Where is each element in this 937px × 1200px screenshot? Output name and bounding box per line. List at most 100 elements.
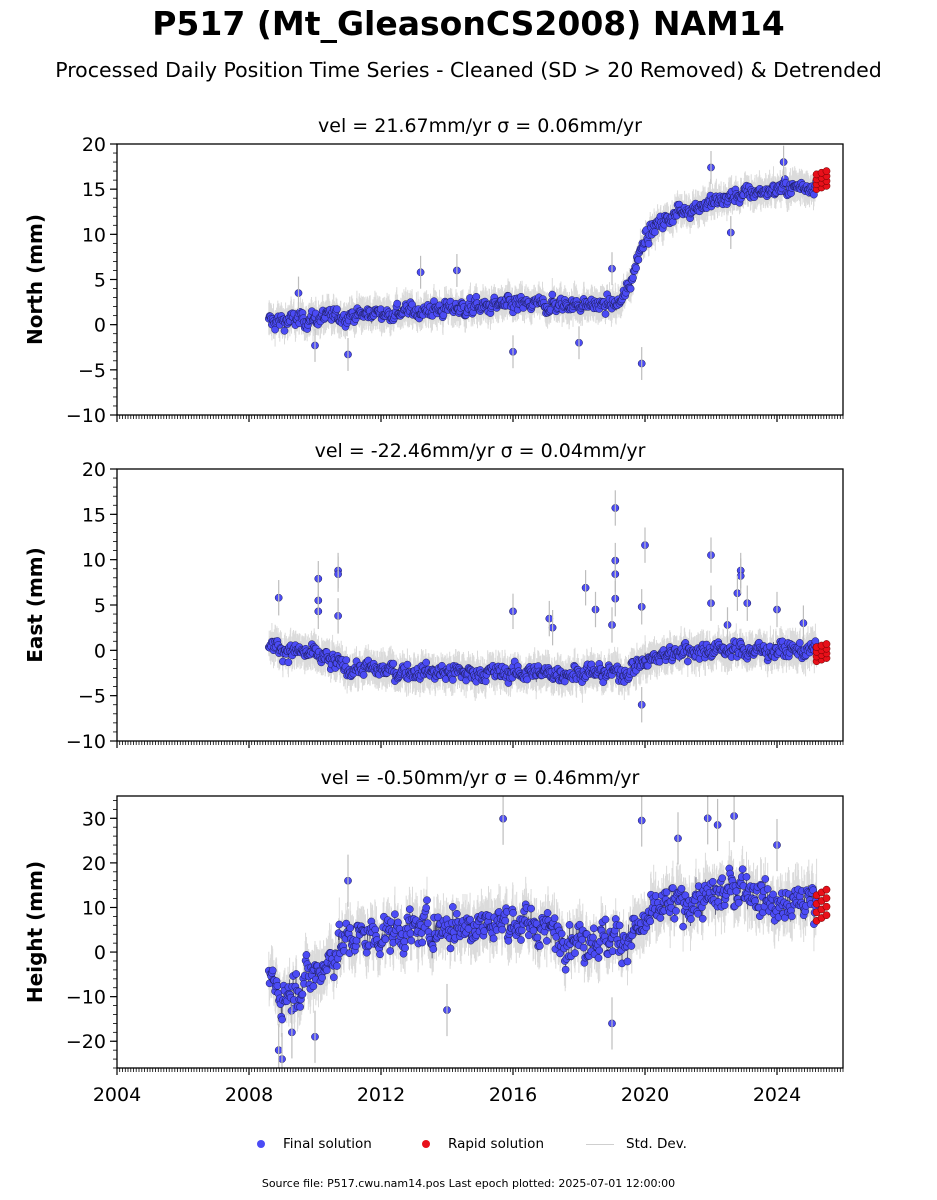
final-point xyxy=(280,326,289,335)
y-tick-label: 5 xyxy=(94,270,106,292)
final-point xyxy=(601,915,610,924)
final-point xyxy=(400,937,409,946)
final-point xyxy=(422,658,431,667)
final-point xyxy=(376,950,384,959)
final-point xyxy=(405,905,414,914)
panel-title: vel = -22.46mm/yr σ = 0.04mm/yr xyxy=(315,440,646,462)
y-tick-label: −5 xyxy=(78,360,106,382)
final-point xyxy=(763,885,772,893)
y-tick-label: 20 xyxy=(82,134,106,156)
x-tick-label: 2016 xyxy=(489,1084,537,1106)
final-point xyxy=(646,917,655,926)
final-point xyxy=(333,962,341,970)
final-point xyxy=(422,904,431,912)
final-point xyxy=(359,671,368,679)
final-point xyxy=(371,925,380,934)
final-point xyxy=(629,273,637,282)
final-point xyxy=(362,948,371,957)
x-tick-label: 2004 xyxy=(93,1084,141,1106)
rapid-solution-points xyxy=(812,885,831,925)
figure-subtitle: Processed Daily Position Time Series - C… xyxy=(55,58,882,82)
rapid-point xyxy=(822,167,831,175)
final-point xyxy=(480,927,489,935)
final-point xyxy=(656,914,665,922)
final-point xyxy=(418,938,427,947)
final-point xyxy=(448,903,457,911)
final-point xyxy=(268,966,277,975)
std-dev-bars xyxy=(268,623,818,703)
final-point xyxy=(571,949,579,957)
y-tick-label: 30 xyxy=(82,808,106,830)
x-tick-label: 2012 xyxy=(357,1084,405,1106)
y-tick-label: 20 xyxy=(82,459,106,481)
x-tick-label: 2024 xyxy=(753,1084,801,1106)
final-point xyxy=(278,1015,286,1024)
panel-3: −20 −10 0 10 20 30 2004 2008 2012 2016 2020 2024 vel… xyxy=(23,767,844,1106)
y-tick-label: 10 xyxy=(82,224,106,246)
rapid-solution-points xyxy=(812,640,831,666)
rapid-solution-points xyxy=(812,167,831,194)
final-point xyxy=(694,909,702,918)
rapid-point xyxy=(822,640,831,648)
final-point xyxy=(394,918,402,927)
final-point xyxy=(681,891,690,900)
final-point xyxy=(720,901,729,910)
final-point xyxy=(626,284,635,293)
final-point xyxy=(318,973,326,982)
y-tick-label: 10 xyxy=(82,550,106,572)
final-point xyxy=(769,890,777,899)
final-point xyxy=(601,310,610,318)
final-point xyxy=(386,947,395,955)
y-tick-label: 0 xyxy=(94,942,106,964)
final-point xyxy=(464,924,473,933)
plot-area xyxy=(264,145,831,380)
final-point xyxy=(423,896,431,905)
final-point xyxy=(557,929,566,938)
final-point xyxy=(284,658,293,667)
final-point xyxy=(346,924,355,932)
final-point xyxy=(498,925,507,934)
std-dev-line-marker xyxy=(586,1143,614,1145)
panel-1: −10 −5 0 5 10 15 20 vel = 21.67mm/yr σ = 0.06mm… xyxy=(23,115,844,427)
final-point xyxy=(761,875,770,883)
final-point xyxy=(589,933,597,942)
final-point xyxy=(615,921,624,930)
final-point xyxy=(698,914,707,923)
final-point xyxy=(687,915,695,923)
rapid-point xyxy=(822,902,831,911)
legend-stddev: Std. Dev. xyxy=(586,1136,687,1152)
final-point xyxy=(579,943,588,952)
final-point xyxy=(381,935,390,944)
final-point xyxy=(683,657,692,666)
figure-title: P517 (Mt_GleasonCS2008) NAM14 xyxy=(152,4,785,43)
rapid-point xyxy=(822,885,831,894)
final-point xyxy=(548,290,557,299)
legend-final: Final solution xyxy=(257,1136,372,1152)
final-point xyxy=(429,945,438,953)
final-point xyxy=(292,970,301,978)
final-point xyxy=(527,904,535,913)
final-point xyxy=(589,924,598,933)
final-point xyxy=(472,292,481,301)
panel-title: vel = 21.67mm/yr σ = 0.06mm/yr xyxy=(318,115,642,137)
final-point xyxy=(407,936,416,945)
final-point xyxy=(333,305,341,313)
final-point xyxy=(608,947,617,956)
panel-2: −10 −5 0 5 10 15 20 vel = -22.46mm/yr σ = 0.04m… xyxy=(23,440,844,753)
x-tick-label: 2020 xyxy=(621,1084,669,1106)
plot-area xyxy=(264,490,831,723)
final-point xyxy=(669,884,677,892)
y-tick-label: −20 xyxy=(66,1031,106,1053)
legend-stddev-label: Std. Dev. xyxy=(626,1136,687,1152)
final-point xyxy=(523,675,532,684)
final-point xyxy=(533,933,542,942)
final-point xyxy=(788,912,796,921)
y-axis-label: North (mm) xyxy=(23,214,47,345)
x-tick-label: 2008 xyxy=(225,1084,273,1106)
plot-area xyxy=(264,796,831,1068)
final-point xyxy=(677,884,686,893)
final-point xyxy=(651,228,659,236)
rapid-point xyxy=(822,911,831,920)
final-point xyxy=(322,966,331,975)
